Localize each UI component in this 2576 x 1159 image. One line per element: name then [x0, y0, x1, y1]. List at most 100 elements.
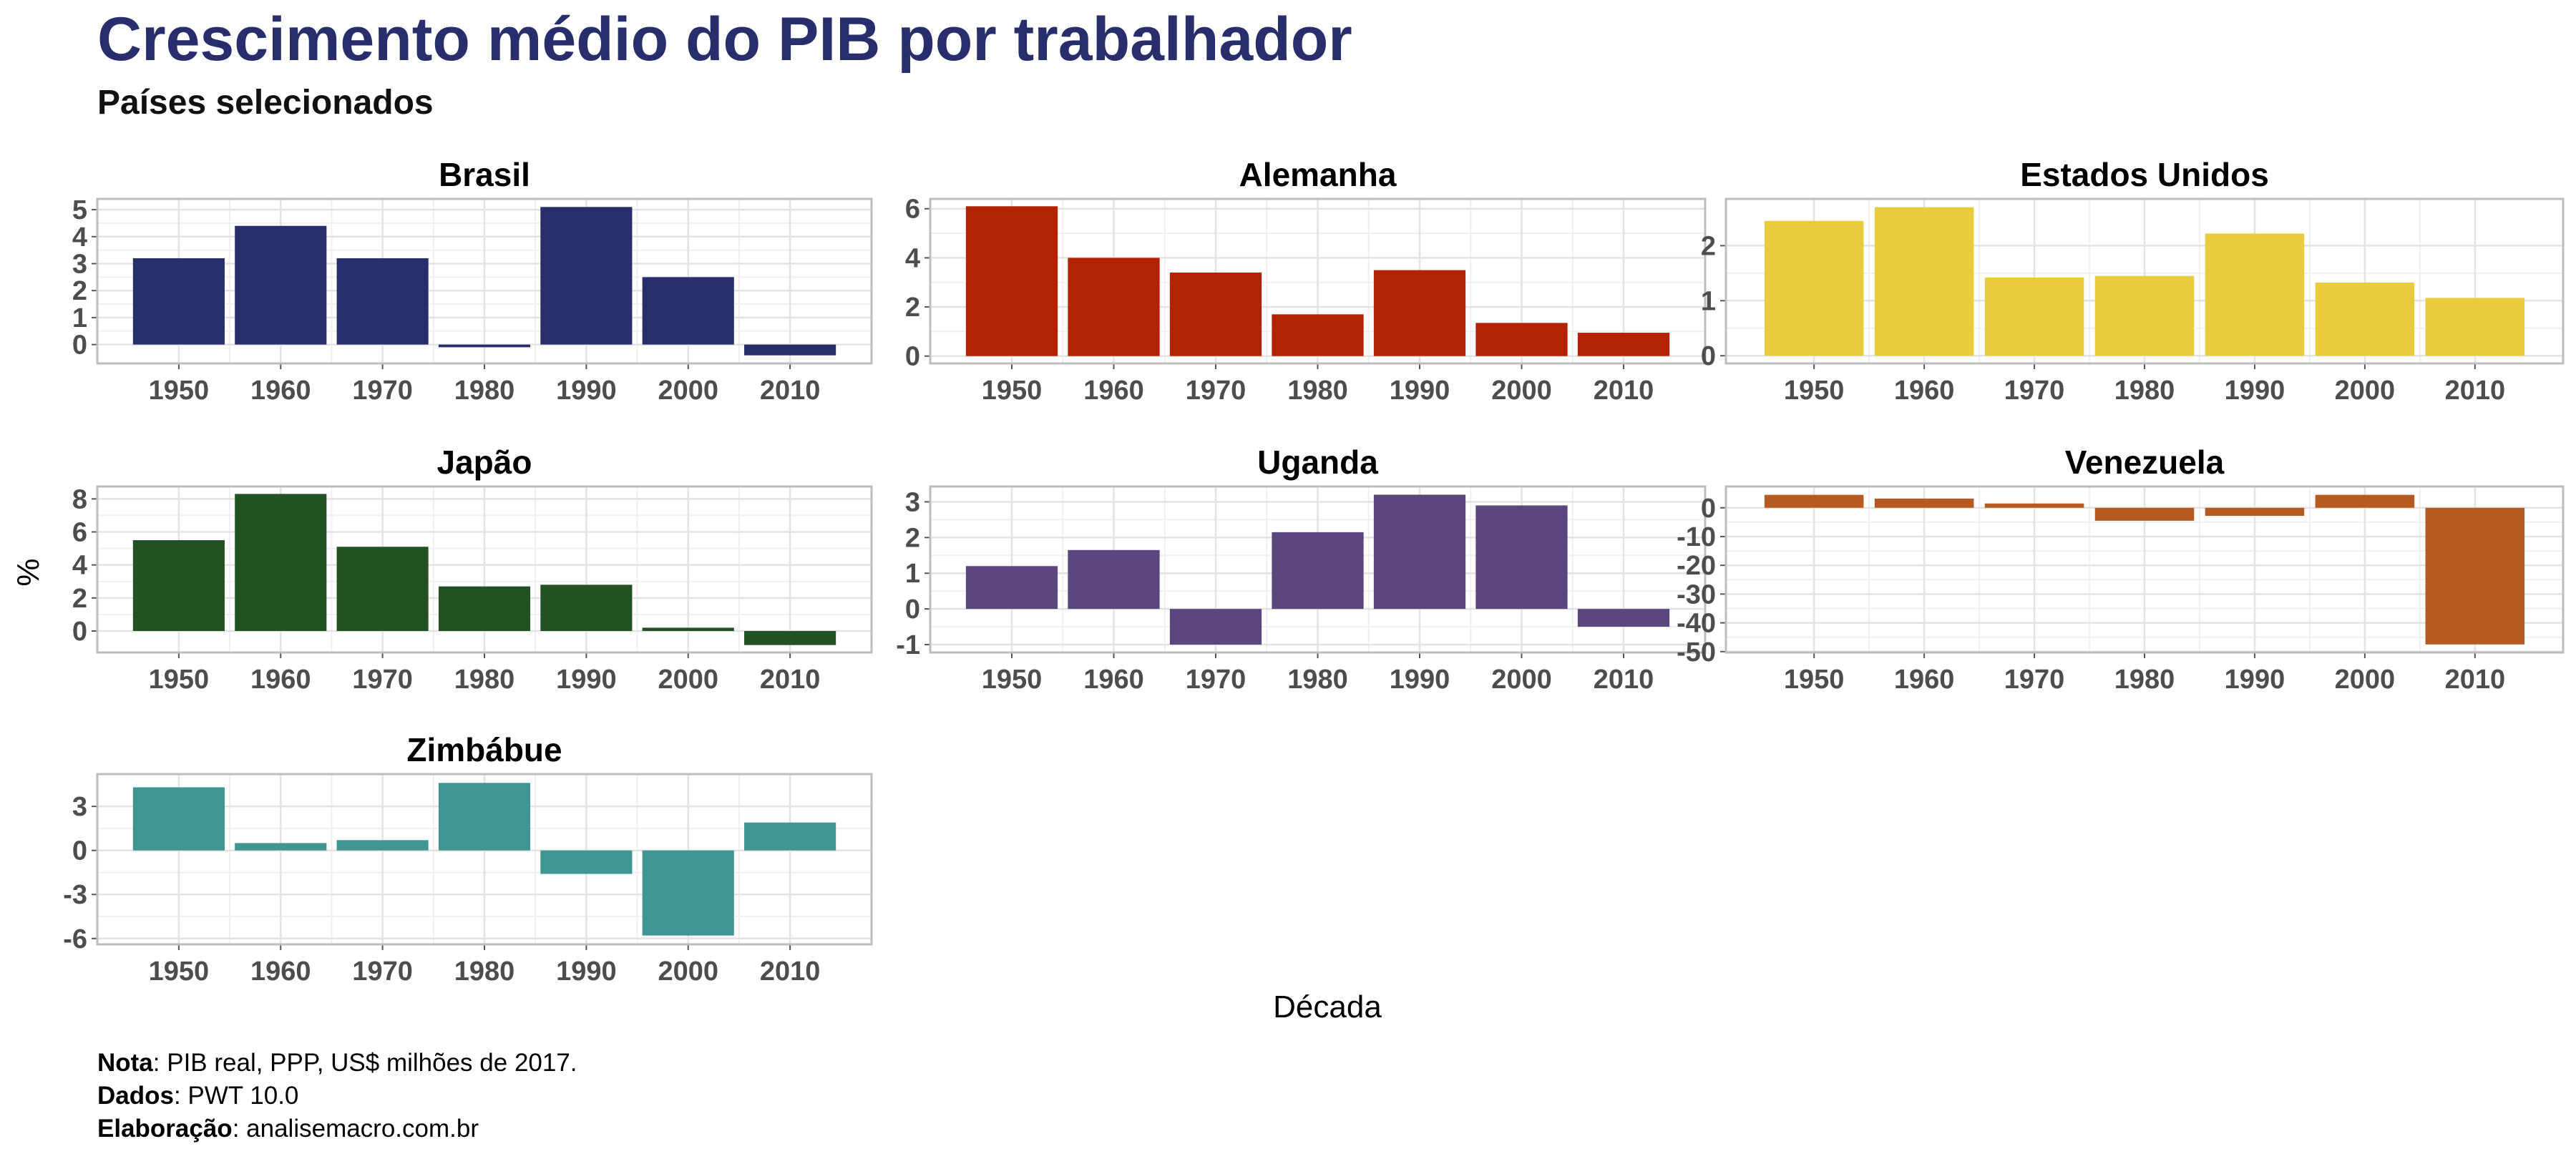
x-tick-label: 2000	[2335, 665, 2396, 695]
bar-alemanha-1960	[1068, 258, 1160, 356]
panel-title-alemanha: Alemanha	[1239, 156, 1397, 193]
bar-brasil-1990	[540, 207, 633, 345]
bar-zimbabue-1950	[132, 787, 225, 851]
panel-border	[1724, 485, 2565, 654]
bar-venezuela-1990	[2205, 507, 2305, 517]
bar-japao-1990	[540, 585, 633, 631]
bar-alemanha-2010	[1577, 333, 1670, 356]
x-tick-label: 1990	[2225, 376, 2285, 406]
panel-title-uganda: Uganda	[1257, 444, 1378, 481]
caption-note-label: Nota	[97, 1049, 153, 1077]
bar-estados-unidos-1950	[1764, 220, 1864, 356]
bar-uganda-1970	[1169, 609, 1262, 645]
y-tick-label: 0	[1701, 494, 1716, 524]
y-tick-label: 1	[72, 303, 87, 333]
y-tick-label: 2	[905, 523, 920, 553]
x-tick-label: 2010	[760, 665, 821, 695]
y-tick-label: -20	[1677, 551, 1716, 581]
x-tick-label: 1990	[1390, 376, 1450, 406]
y-axis-title: %	[11, 558, 46, 586]
y-tick-label: 2	[1701, 231, 1716, 261]
caption-author: Elaboração: analisemacro.com.br	[97, 1115, 479, 1143]
panel-alemanha: Alemanha 0 2 4 6 1950 1960 1970 1980 1990 2000 2010	[905, 156, 1707, 406]
x-tick-label: 1980	[454, 665, 515, 695]
y-tick-label: 3	[905, 487, 920, 517]
bar-estados-unidos-1970	[1984, 278, 2084, 356]
x-tick-label: 2000	[1491, 376, 1552, 406]
panel-title-brasil: Brasil	[439, 156, 530, 193]
panel-venezuela: Venezuela -50-40-30-20-100 1950 1960 1970 198…	[1677, 444, 2565, 695]
bar-zimbabue-1970	[336, 840, 429, 851]
x-tick-label: 2000	[658, 376, 718, 406]
x-tick-label: 1980	[454, 957, 515, 987]
x-tick-label: 1980	[2114, 665, 2175, 695]
panel-border	[929, 485, 1707, 654]
bar-uganda-1950	[965, 566, 1058, 610]
bar-estados-unidos-2000	[2315, 282, 2415, 356]
x-tick-label: 1970	[352, 376, 413, 406]
x-tick-label: 1960	[1894, 665, 1955, 695]
bar-estados-unidos-1980	[2094, 275, 2195, 356]
y-tick-label: 0	[72, 617, 87, 647]
x-tick-label: 2010	[760, 376, 821, 406]
x-tick-label: 1960	[1083, 665, 1144, 695]
bar-brasil-1950	[132, 258, 225, 345]
bar-alemanha-1950	[965, 206, 1058, 356]
x-tick-label: 1950	[982, 376, 1043, 406]
x-tick-label: 1970	[352, 665, 413, 695]
x-tick-label: 1970	[1186, 665, 1246, 695]
x-tick-label: 2000	[1491, 665, 1552, 695]
y-tick-label: 4	[72, 222, 87, 253]
y-tick-label: 4	[905, 243, 920, 273]
x-tick-label: 1990	[556, 376, 617, 406]
bar-venezuela-1960	[1874, 498, 1974, 508]
y-tick-label: 1	[1701, 286, 1716, 316]
x-tick-label: 1990	[2225, 665, 2285, 695]
caption-data-text: : PWT 10.0	[173, 1082, 299, 1110]
bar-japao-1960	[235, 494, 327, 631]
panel-border	[96, 773, 873, 946]
y-tick-label: 2	[72, 584, 87, 614]
panel-title-japao: Japão	[437, 444, 532, 481]
bar-venezuela-2010	[2425, 507, 2525, 645]
y-tick-label: 1	[905, 559, 920, 589]
chart-subtitle: Países selecionados	[97, 84, 434, 122]
panel-border	[96, 197, 873, 365]
bar-brasil-2010	[744, 344, 836, 356]
panel-border	[929, 197, 1707, 365]
panel-uganda: Uganda -1 0 1 2 3 1950 1960 1970 1980 1990 2000 2010	[896, 444, 1707, 695]
bar-estados-unidos-2010	[2425, 298, 2525, 356]
caption-data-source: Dados: PWT 10.0	[97, 1082, 298, 1110]
y-tick-label: 0	[905, 595, 920, 625]
panel-border	[1724, 197, 2565, 365]
bar-japao-2010	[744, 630, 836, 645]
bar-zimbabue-1990	[540, 850, 633, 874]
panel-japao: Japão 024 68 1950 1960 1970 1980 1990 2000 2010	[72, 444, 873, 695]
bar-japao-2000	[642, 627, 734, 631]
bar-uganda-2000	[1475, 505, 1568, 610]
x-tick-label: 1950	[149, 665, 210, 695]
bar-uganda-2010	[1577, 609, 1670, 627]
bar-brasil-1970	[336, 258, 429, 345]
y-tick-label: 8	[72, 484, 87, 514]
bar-alemanha-2000	[1475, 323, 1568, 356]
y-tick-label: -30	[1677, 580, 1716, 610]
y-tick-label: -40	[1677, 609, 1716, 639]
bar-brasil-1980	[438, 344, 531, 348]
panel-border	[96, 485, 873, 654]
bar-venezuela-1950	[1764, 494, 1864, 508]
bar-estados-unidos-1960	[1874, 207, 1974, 356]
y-tick-label: 0	[72, 331, 87, 361]
x-tick-label: 1980	[1287, 665, 1348, 695]
y-tick-label: -3	[63, 880, 87, 910]
panel-estados-unidos: Estados Unidos 0 1 2 1950 1960 1970 1980 1990 200…	[1701, 156, 2565, 406]
bar-uganda-1990	[1373, 494, 1466, 610]
x-tick-label: 1950	[149, 376, 210, 406]
panel-zimbabue: Zimbábue -6 -3 0 3 1950 1960 1970 1980 1990 2000 20…	[63, 731, 873, 987]
bar-venezuela-1970	[1984, 503, 2084, 508]
bar-japao-1970	[336, 547, 429, 631]
y-tick-label: 0	[1701, 341, 1716, 371]
bar-alemanha-1970	[1169, 272, 1262, 356]
caption-author-label: Elaboração	[97, 1115, 233, 1143]
